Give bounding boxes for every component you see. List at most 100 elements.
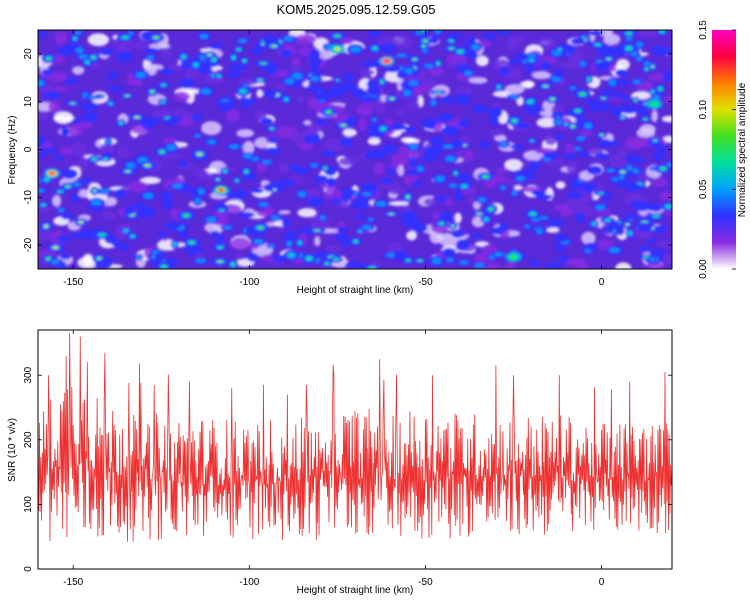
spectrogram-cell — [507, 39, 519, 51]
spectrogram-cell — [209, 42, 222, 50]
spectrogram-cell — [57, 261, 67, 269]
spectrogram-cell — [417, 165, 424, 172]
spectrogram-cell — [441, 125, 460, 136]
spectrogram-cell — [584, 122, 593, 129]
spectrogram-cell — [587, 77, 591, 81]
spectrogram-cell — [508, 59, 519, 66]
spectrogram-cell — [71, 142, 87, 157]
spectrogram-cell — [284, 78, 295, 84]
y-tick-label: 300 — [23, 366, 34, 383]
spectrogram-cell — [564, 143, 575, 155]
spectrogram-cell — [368, 218, 374, 222]
spectrogram-cell — [107, 70, 118, 80]
spectrogram-cell — [625, 223, 630, 226]
spectrogram-cell — [652, 94, 660, 100]
spectrogram-cell — [471, 104, 488, 114]
snr-x-ticks: -150 -100 -50 0 — [63, 330, 605, 588]
spectrogram-cell — [310, 76, 320, 82]
spectrogram-cell — [628, 231, 632, 236]
spectrogram-cell — [307, 196, 324, 208]
spectrogram-void — [476, 55, 489, 67]
spectrogram-cell — [594, 61, 610, 72]
spectrogram-cell — [451, 229, 465, 239]
spectrogram-cell — [189, 189, 200, 196]
spectrogram-cell — [225, 190, 238, 199]
spectrogram-void — [82, 253, 94, 266]
spectrogram-cell — [260, 117, 274, 125]
x-tick-label: -50 — [418, 277, 433, 288]
spectrogram-cell — [60, 147, 73, 156]
spectrogram-cell — [291, 73, 303, 80]
spectrogram-cell — [659, 192, 672, 202]
spectrogram-cell — [243, 154, 253, 159]
spectrogram-cell — [598, 102, 611, 112]
spectrogram-cell — [621, 95, 632, 101]
spectrogram-cell — [324, 262, 330, 265]
spectrogram-cell — [649, 248, 665, 258]
spectrogram-cell — [116, 146, 131, 159]
spectrogram-cell — [298, 191, 306, 197]
spectrogram-cell — [530, 139, 534, 142]
spectrogram-peak — [218, 188, 224, 192]
spectrogram-cell — [105, 139, 111, 144]
spectrogram-cell — [594, 153, 612, 159]
spectrogram-cell — [538, 36, 556, 50]
spectrogram-cell — [71, 117, 84, 124]
spectrogram-cell — [637, 30, 660, 38]
spectrogram-cell — [554, 204, 570, 212]
spectrogram-cell — [197, 173, 214, 181]
spectrogram-cell — [665, 204, 672, 209]
spectrogram-cell — [278, 162, 289, 174]
spectrogram-cell — [653, 215, 660, 218]
spectrogram-cell — [297, 95, 306, 102]
spectrogram-cell — [206, 53, 213, 56]
spectrogram-cell — [172, 91, 190, 103]
spectrogram-cell — [438, 113, 454, 123]
spectrogram-cell — [284, 230, 298, 241]
spectrogram-cell — [334, 34, 341, 38]
spectrogram-cell — [146, 55, 154, 60]
spectrogram-cell — [83, 111, 98, 123]
spectrogram-cell — [157, 231, 169, 238]
spectrogram-cell — [69, 102, 76, 105]
spectrogram-cell — [448, 184, 458, 188]
spectrogram-cell — [641, 221, 648, 223]
spectrogram-cell — [199, 34, 209, 39]
spectrogram-cell — [201, 88, 211, 94]
spectrogram-cell — [207, 139, 216, 145]
spectrogram-cell — [457, 118, 470, 128]
spectrogram-cell — [648, 73, 668, 82]
spectrogram-cell — [625, 46, 632, 51]
spectrogram-cell — [167, 64, 185, 72]
spectrogram-cell — [421, 117, 438, 127]
spectrogram-cell — [229, 144, 240, 149]
spectrogram-cell — [38, 229, 51, 240]
spectrogram-cell — [658, 87, 663, 91]
spectrogram-cell — [153, 36, 160, 40]
spectrogram-cell — [388, 187, 406, 195]
spectrogram-cell — [91, 200, 102, 206]
spectrogram-cell — [575, 212, 585, 224]
spectrogram-void — [494, 134, 507, 142]
spectrogram-void — [468, 76, 488, 84]
spectrogram-cell — [343, 73, 354, 82]
spectrogram-cell — [576, 136, 586, 141]
spectrogram-cell — [497, 30, 508, 34]
spectrogram-cell — [620, 116, 625, 119]
spectrogram-cell — [229, 63, 247, 71]
spectrogram-cell — [401, 215, 420, 227]
spectrogram-cell — [315, 118, 327, 125]
spectrogram-cell — [549, 97, 555, 101]
spectrogram-cell — [554, 133, 565, 141]
spectrogram-void — [72, 66, 85, 75]
spectrogram-cell — [474, 263, 485, 268]
spectrogram-cell — [421, 44, 426, 48]
spectrogram-void — [397, 164, 405, 177]
spectrogram-cell — [264, 147, 282, 155]
spectrogram-cell — [239, 89, 247, 94]
spectrogram-cell — [548, 218, 563, 228]
spectrogram-cell — [590, 102, 599, 113]
spectrogram-void — [388, 200, 410, 206]
spectrogram-cell — [78, 229, 92, 240]
